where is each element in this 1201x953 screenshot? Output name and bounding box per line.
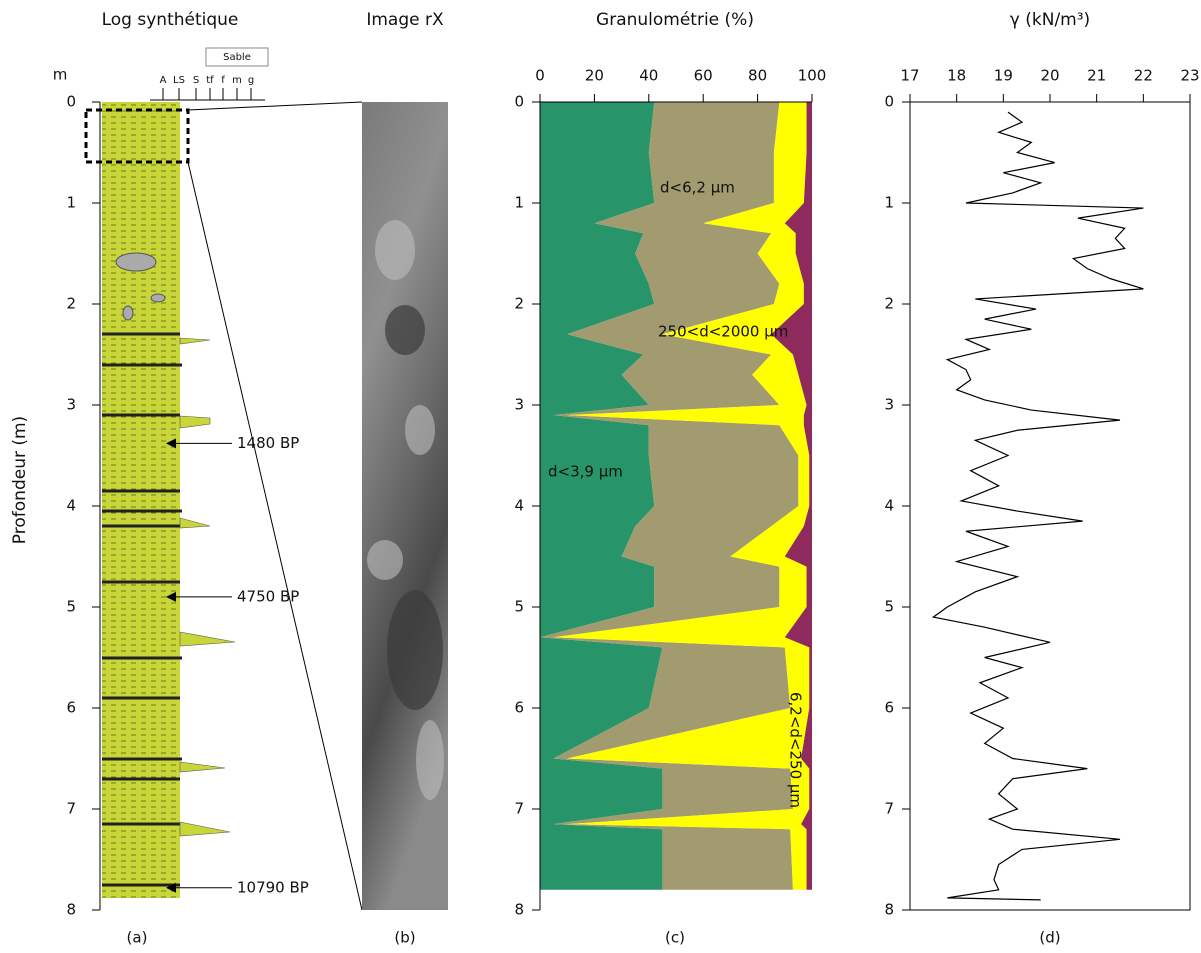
y-tick-label: 1	[514, 194, 524, 212]
arrow-head	[166, 882, 176, 893]
series-label: 6,2<d<250 μm	[787, 692, 805, 808]
panel-title: Image rX	[366, 10, 444, 30]
y-tick-label: 2	[514, 295, 524, 313]
y-tick-label: 2	[66, 295, 76, 313]
panel-label: (a)	[127, 929, 148, 947]
y-tick-label: 7	[66, 800, 76, 818]
x-tick-label: 80	[748, 67, 767, 85]
plot-frame	[909, 101, 1191, 911]
annotation: 1480 BP	[237, 434, 299, 452]
y-tick-label: 8	[884, 901, 894, 919]
panel-title: γ (kN/m³)	[1010, 10, 1090, 30]
series-label: d<3,9 μm	[548, 463, 623, 481]
sand-beds	[179, 337, 236, 837]
column-label: S	[193, 75, 199, 86]
column-label: LS	[173, 75, 185, 86]
y-axis-title: Profondeur (m)	[10, 416, 30, 544]
y-tick-label: 4	[66, 497, 76, 515]
zoom-lines	[187, 101, 363, 911]
area	[540, 102, 799, 890]
y-tick-label: 8	[66, 901, 76, 919]
x-tick-label: 40	[639, 67, 658, 85]
y-tick-label: 5	[884, 598, 894, 616]
y-tick-label: 2	[884, 295, 894, 313]
x-tick-label: 0	[535, 67, 545, 85]
area	[553, 102, 810, 890]
panel-title: Log synthétique	[102, 10, 239, 30]
xray-texture	[367, 220, 444, 800]
annotation: 4750 BP	[237, 587, 299, 605]
x-tick-label: 20	[585, 67, 604, 85]
lithology-column	[102, 102, 180, 898]
y-tick-label: 8	[514, 901, 524, 919]
annotation: 10790 BP	[237, 878, 309, 896]
panel-label: (d)	[1039, 929, 1060, 947]
x-tick-label: 60	[694, 67, 713, 85]
clasts	[115, 252, 166, 321]
y-tick-label: 0	[66, 93, 76, 111]
column-label: g	[248, 75, 254, 86]
y-tick-label: 1	[66, 194, 76, 212]
series-label: d<6,2 μm	[660, 179, 735, 197]
column-group-label: Sable	[223, 52, 251, 63]
y-tick-label: 6	[514, 699, 524, 717]
y-tick-label: 7	[514, 800, 524, 818]
xray-dark	[385, 305, 443, 710]
x-tick-label: 23	[1180, 67, 1199, 85]
x-tick-label: 18	[947, 67, 966, 85]
area	[771, 102, 812, 890]
column-label: A	[160, 75, 167, 86]
y-tick-label: 4	[884, 497, 894, 515]
profile-line	[931, 111, 1144, 901]
y-tick-label: 4	[514, 497, 524, 515]
sand-group-box	[205, 47, 269, 67]
area	[540, 102, 663, 890]
y-tick-label: 5	[66, 598, 76, 616]
panel-label: (c)	[665, 929, 685, 947]
y-tick-label: 6	[884, 699, 894, 717]
arrow-head	[166, 591, 176, 602]
y-tick-label: 3	[884, 396, 894, 414]
column-label: f	[221, 75, 225, 86]
panel-title: Granulométrie (%)	[596, 10, 754, 30]
dark-layers	[102, 332, 182, 887]
x-tick-label: 22	[1134, 67, 1153, 85]
y-tick-label: 0	[514, 93, 524, 111]
y-tick-label: 3	[514, 396, 524, 414]
y-tick-label: 7	[884, 800, 894, 818]
axis-unit: m	[53, 66, 68, 84]
series-label: 250<d<2000 μm	[658, 323, 788, 341]
zoom-box	[84, 108, 190, 164]
x-tick-label: 21	[1087, 67, 1106, 85]
x-tick-label: 20	[1040, 67, 1059, 85]
y-tick-label: 1	[884, 194, 894, 212]
x-tick-label: 100	[798, 67, 827, 85]
panel-label: (b)	[394, 929, 415, 947]
y-tick-label: 6	[66, 699, 76, 717]
column-label: tf	[206, 75, 214, 86]
y-tick-label: 5	[514, 598, 524, 616]
y-tick-label: 0	[884, 93, 894, 111]
x-tick-label: 17	[900, 67, 919, 85]
x-tick-label: 19	[994, 67, 1013, 85]
column-label: m	[232, 75, 242, 86]
y-tick-label: 3	[66, 396, 76, 414]
arrow-head	[166, 438, 176, 449]
